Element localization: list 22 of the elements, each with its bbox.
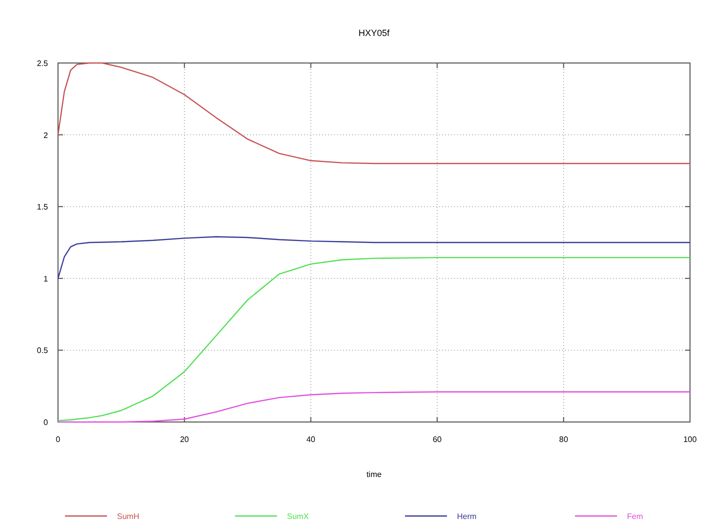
x-axis-title: time	[366, 470, 382, 479]
text: Herm	[457, 512, 477, 521]
chart-title: HXY05f	[358, 28, 390, 38]
text: Fem	[627, 512, 644, 521]
line-series	[57, 391, 691, 423]
x-tick-label: 0	[56, 435, 61, 444]
y-tick-label: 0.5	[36, 346, 49, 356]
y-tick-label: 2	[44, 130, 49, 140]
x-tick-label: 20	[180, 435, 190, 444]
line-series	[57, 62, 691, 164]
text: SumX	[287, 512, 310, 521]
x-tick-label: 100	[683, 435, 698, 444]
y-tick-label: 1.5	[36, 202, 49, 212]
x-tick-label: 40	[306, 435, 316, 444]
line-series	[57, 236, 691, 279]
x-tick-label: 60	[432, 435, 442, 444]
y-tick-label: 2.5	[36, 59, 49, 68]
y-tick-label: 1	[44, 274, 49, 284]
text: SumH	[117, 512, 140, 521]
line-series	[57, 256, 691, 422]
x-tick-label: 80	[559, 435, 569, 444]
y-tick-label: 0	[44, 418, 49, 427]
